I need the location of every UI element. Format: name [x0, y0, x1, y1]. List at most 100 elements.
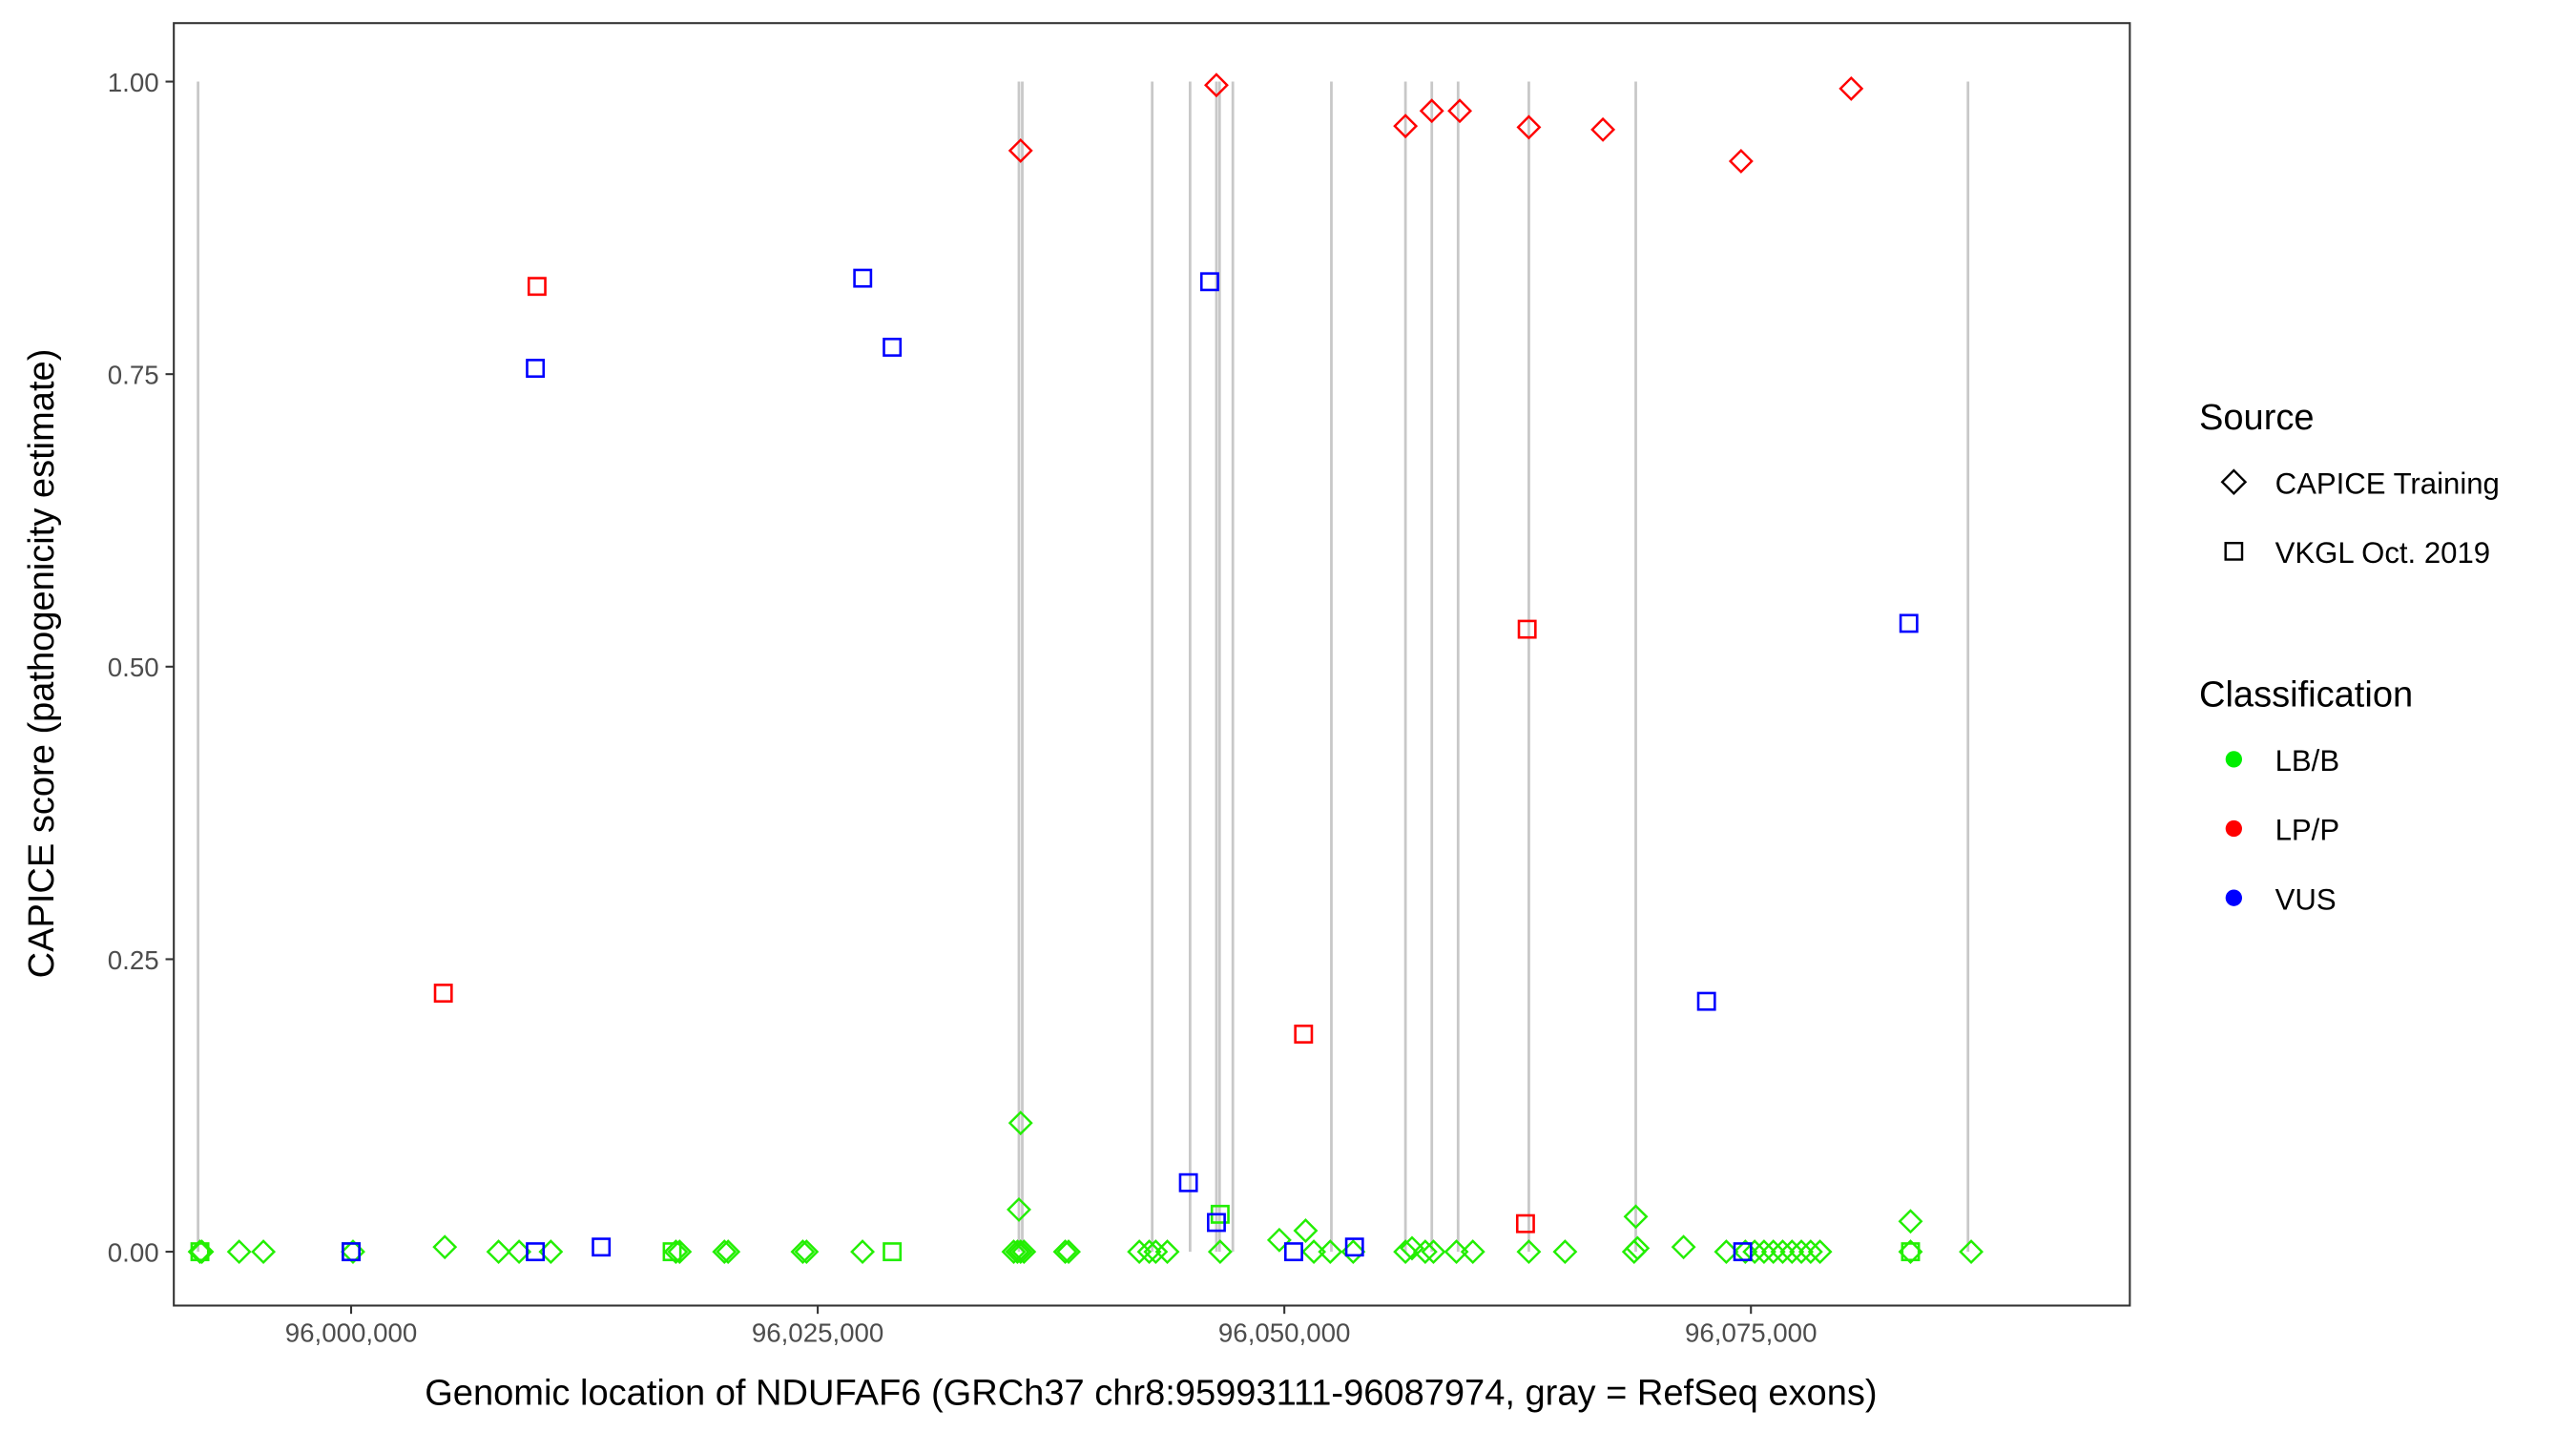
legend-item-lpp: LP/P	[2275, 814, 2339, 847]
capice-lbb-point	[1898, 1209, 1923, 1234]
exon-lines	[197, 81, 1970, 1253]
capice-lbb-point	[1770, 1239, 1796, 1265]
vkgl-vus-point	[342, 1242, 361, 1262]
vkgl-vus-point	[1344, 1237, 1364, 1257]
y-tick-label: 1.00	[108, 68, 159, 97]
x-axis-ticks: 96,000,000 96,025,000 96,050,000 96,075,000	[285, 1305, 1818, 1348]
panel-border	[173, 22, 2131, 1307]
y-axis-title: CAPICE score (pathogenicity estimate)	[22, 349, 62, 979]
capice-lbb-point	[1807, 1239, 1833, 1265]
capice-lpp-point	[1728, 148, 1754, 174]
y-tick-label: 0.00	[108, 1237, 159, 1267]
vkgl-vus-point	[592, 1237, 612, 1257]
capice-lbb-point	[1552, 1239, 1578, 1265]
vkgl-vus-point	[526, 359, 546, 378]
x-tick-label: 96,025,000	[752, 1318, 884, 1348]
capice-lbb-point	[794, 1239, 820, 1265]
capice-lbb-point	[1959, 1239, 1984, 1265]
capice-lbb-point	[432, 1234, 458, 1260]
capice-lbb-point	[712, 1239, 737, 1265]
vkgl-lpp-point	[527, 277, 547, 297]
capice-lbb-point	[1760, 1239, 1786, 1265]
vkgl-lpp-point	[1515, 1213, 1535, 1234]
vkgl-lpp-point	[1294, 1025, 1314, 1044]
legend-dot-lbb	[2225, 751, 2242, 768]
legend-item-vus: VUS	[2275, 882, 2337, 916]
capice-lbb-point	[1393, 1239, 1419, 1265]
capice-lbb-point	[1751, 1239, 1776, 1265]
capice-lpp-point	[1393, 114, 1419, 139]
vkgl-vus-point	[1178, 1172, 1198, 1192]
capice-lpp-point	[1203, 73, 1229, 98]
legend: Source CAPICE Training VKGL Oct. 2019 Cl…	[2199, 398, 2500, 916]
legend-square-icon	[2224, 541, 2244, 561]
capice-lpp-point	[1590, 116, 1616, 142]
y-tick-label: 0.50	[108, 653, 159, 682]
capice-lbb-point	[1056, 1239, 1081, 1265]
capice-lbb-point	[1136, 1239, 1162, 1265]
capice-lbb-point	[716, 1239, 741, 1265]
capice-lbb-point	[1400, 1235, 1424, 1261]
legend-diamond-icon	[2220, 468, 2248, 496]
capice-lpp-point	[1516, 114, 1542, 140]
vkgl-vus-point	[883, 338, 903, 357]
capice-lbb-point	[1789, 1239, 1815, 1265]
y-tick-label: 0.25	[108, 945, 159, 975]
capice-lbb-point	[1127, 1239, 1153, 1265]
capice-lbb-point	[1266, 1227, 1292, 1253]
legend-item-lbb: LB/B	[2275, 744, 2339, 778]
x-tick-label: 96,075,000	[1685, 1318, 1818, 1348]
capice-lbb-point	[1143, 1239, 1169, 1265]
x-tick-label: 96,000,000	[285, 1318, 418, 1348]
capice-lbb-point	[1623, 1204, 1649, 1230]
capice-lbb-point	[1625, 1235, 1651, 1261]
capice-lbb-point	[1052, 1239, 1078, 1265]
data-points	[187, 73, 1984, 1265]
capice-lbb-point	[486, 1239, 511, 1265]
capice-lbb-point	[1742, 1239, 1768, 1265]
vkgl-lbb-point	[1901, 1242, 1921, 1262]
legend-dot-lpp	[2225, 819, 2242, 838]
vkgl-lbb-point	[662, 1242, 682, 1262]
vkgl-vus-point	[526, 1242, 546, 1262]
capice-lbb-point	[1011, 1239, 1037, 1265]
capice-lbb-point	[667, 1239, 693, 1265]
vkgl-vus-point	[1199, 272, 1219, 292]
x-axis-title: Genomic location of NDUFAF6 (GRCh37 chr8…	[425, 1373, 1877, 1413]
capice-lpp-point	[1419, 98, 1444, 124]
vkgl-lbb-point	[190, 1242, 210, 1262]
capice-lbb-point	[1412, 1239, 1438, 1265]
capice-lbb-point	[226, 1239, 252, 1265]
capice-lbb-point	[1733, 1239, 1758, 1265]
capice-lbb-point	[1005, 1239, 1030, 1265]
capice-lbb-point	[1007, 1196, 1031, 1222]
vkgl-vus-point	[853, 268, 873, 288]
vkgl-vus-point	[1899, 613, 1919, 633]
capice-lbb-point	[790, 1239, 816, 1265]
capice-lpp-point	[1839, 75, 1864, 101]
vkgl-vus-point	[1696, 991, 1716, 1011]
x-tick-label: 96,050,000	[1218, 1318, 1351, 1348]
capice-lbb-point	[1421, 1239, 1446, 1265]
capice-lbb-point	[1671, 1234, 1696, 1260]
legend-dot-vus	[2225, 889, 2242, 906]
capice-lbb-point	[1318, 1239, 1343, 1265]
capice-lpp-point	[1447, 98, 1473, 124]
capice-lbb-point	[850, 1239, 876, 1265]
vkgl-vus-point	[1207, 1213, 1226, 1233]
capice-lbb-point	[1207, 1239, 1233, 1265]
capice-lbb-point	[1301, 1239, 1327, 1265]
legend-source-title: Source	[2199, 398, 2315, 438]
capice-lbb-point	[1797, 1239, 1823, 1265]
legend-class-title: Classification	[2199, 674, 2413, 715]
capice-lpp-point	[1008, 137, 1033, 163]
capice-lbb-point	[1154, 1239, 1180, 1265]
capice-lbb-point	[1444, 1239, 1469, 1265]
capice-lbb-point	[1001, 1239, 1027, 1265]
vkgl-lbb-point	[883, 1242, 903, 1262]
capice-lbb-point	[1008, 1239, 1033, 1265]
vkgl-lpp-point	[433, 984, 453, 1003]
vkgl-lpp-point	[1517, 619, 1537, 639]
capice-lbb-point	[1779, 1239, 1805, 1265]
